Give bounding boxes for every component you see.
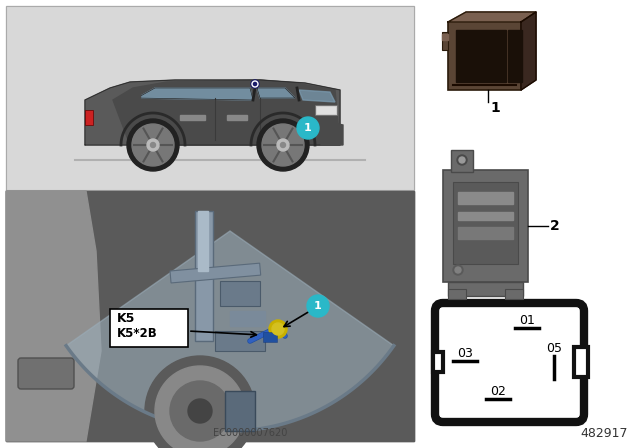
Circle shape [155, 366, 245, 448]
Circle shape [170, 381, 230, 441]
Circle shape [455, 267, 461, 273]
Polygon shape [299, 90, 335, 102]
Text: 01: 01 [519, 314, 535, 327]
Bar [6, 6, 414, 190]
Circle shape [280, 142, 285, 147]
Text: 1: 1 [314, 301, 322, 311]
Polygon shape [448, 12, 536, 22]
Bar [110, 309, 188, 347]
Wedge shape [66, 231, 394, 431]
Bar [230, 311, 265, 326]
Circle shape [251, 80, 259, 88]
Circle shape [457, 155, 467, 165]
Polygon shape [257, 88, 295, 98]
Bar [215, 331, 265, 351]
Bar [453, 182, 518, 264]
Bar [227, 115, 247, 120]
Bar [448, 22, 521, 90]
Circle shape [188, 399, 212, 423]
Circle shape [132, 124, 174, 166]
Polygon shape [130, 92, 140, 98]
Circle shape [307, 295, 329, 317]
Bar [6, 191, 414, 441]
Bar [195, 211, 213, 341]
Bar [574, 347, 588, 377]
Polygon shape [6, 191, 101, 441]
Bar [505, 289, 523, 299]
Text: 05: 05 [546, 342, 562, 355]
Circle shape [262, 124, 304, 166]
Bar [220, 281, 260, 306]
Polygon shape [137, 88, 253, 100]
Bar [433, 352, 443, 372]
Circle shape [150, 142, 156, 147]
Text: EC0000007620: EC0000007620 [213, 428, 287, 438]
Circle shape [147, 139, 159, 151]
Bar [6, 6, 414, 190]
Text: 482917: 482917 [580, 427, 628, 440]
Polygon shape [321, 120, 343, 145]
Bar [6, 191, 414, 441]
Bar [198, 211, 208, 271]
Bar [508, 30, 522, 82]
Circle shape [459, 157, 465, 163]
Text: K5*2B: K5*2B [117, 327, 157, 340]
Circle shape [272, 323, 284, 335]
Text: 1: 1 [490, 101, 500, 115]
Text: 1: 1 [304, 123, 312, 133]
FancyBboxPatch shape [435, 303, 584, 422]
Circle shape [269, 320, 287, 338]
Bar [456, 30, 506, 82]
Bar [443, 170, 528, 282]
Bar [6, 191, 414, 441]
Text: 03: 03 [457, 347, 473, 360]
Bar [315, 105, 337, 115]
FancyBboxPatch shape [18, 358, 74, 389]
Polygon shape [521, 12, 536, 90]
Circle shape [277, 139, 289, 151]
Bar [458, 227, 513, 239]
Text: 2: 2 [550, 219, 560, 233]
Bar [263, 332, 277, 342]
Bar [448, 282, 523, 296]
Bar [180, 115, 205, 120]
Text: K5: K5 [117, 312, 136, 325]
Polygon shape [113, 80, 340, 145]
Bar [458, 212, 513, 220]
Polygon shape [85, 80, 340, 145]
Text: 02: 02 [490, 385, 506, 398]
Bar [442, 32, 448, 50]
Bar [317, 107, 335, 113]
Bar [448, 289, 466, 299]
Circle shape [453, 265, 463, 275]
Bar [442, 34, 448, 40]
Bar [451, 150, 473, 172]
Bar [225, 391, 255, 431]
Bar [85, 110, 93, 125]
Bar [458, 192, 513, 204]
Bar [170, 263, 260, 283]
Circle shape [145, 356, 255, 448]
Circle shape [257, 119, 309, 171]
Circle shape [127, 119, 179, 171]
Circle shape [297, 117, 319, 139]
